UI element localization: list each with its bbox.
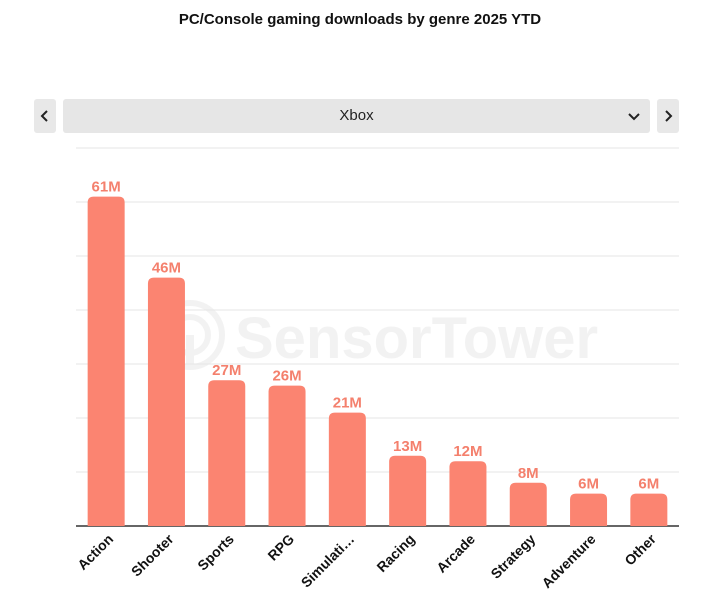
value-label-2: 27M <box>212 362 241 379</box>
value-label-8: 6M <box>578 476 599 493</box>
category-label-6: Arcade <box>433 531 478 576</box>
value-label-6: 12M <box>453 443 482 460</box>
bar-5[interactable] <box>389 455 427 526</box>
bar-1[interactable] <box>147 277 185 526</box>
prev-button[interactable] <box>34 99 56 133</box>
platform-select-value: Xbox <box>339 107 374 124</box>
category-label-9: Other <box>621 530 659 568</box>
value-label-5: 13M <box>393 438 422 455</box>
bar-4[interactable] <box>328 412 366 526</box>
category-label-1: Shooter <box>128 530 177 579</box>
platform-select[interactable]: Xbox <box>63 99 650 133</box>
category-label-0: Action <box>74 531 116 573</box>
bar-7[interactable] <box>509 482 547 526</box>
bar-0[interactable] <box>87 196 125 526</box>
bar-9[interactable] <box>630 493 668 526</box>
next-button[interactable] <box>657 99 679 133</box>
value-label-9: 6M <box>638 476 659 493</box>
value-label-4: 21M <box>333 395 362 412</box>
chevron-left-icon <box>40 110 48 122</box>
chart-title: PC/Console gaming downloads by genre 202… <box>178 11 542 28</box>
chevron-right-icon <box>665 110 673 122</box>
value-label-0: 61M <box>92 179 121 196</box>
category-label-7: Strategy <box>487 531 538 582</box>
bar-6[interactable] <box>449 461 487 526</box>
category-label-3: RPG <box>264 531 297 564</box>
value-label-3: 26M <box>272 368 301 385</box>
category-label-2: Sports <box>194 531 237 574</box>
category-label-5: Racing <box>373 531 417 575</box>
category-label-8: Adventure <box>538 531 598 591</box>
value-label-1: 46M <box>152 260 181 277</box>
bar-8[interactable] <box>570 493 608 526</box>
chevron-down-icon <box>628 113 640 121</box>
bar-3[interactable] <box>268 385 306 526</box>
bar-2[interactable] <box>208 380 246 526</box>
category-label-4: Simulati… <box>298 531 358 591</box>
value-label-7: 8M <box>518 465 539 482</box>
